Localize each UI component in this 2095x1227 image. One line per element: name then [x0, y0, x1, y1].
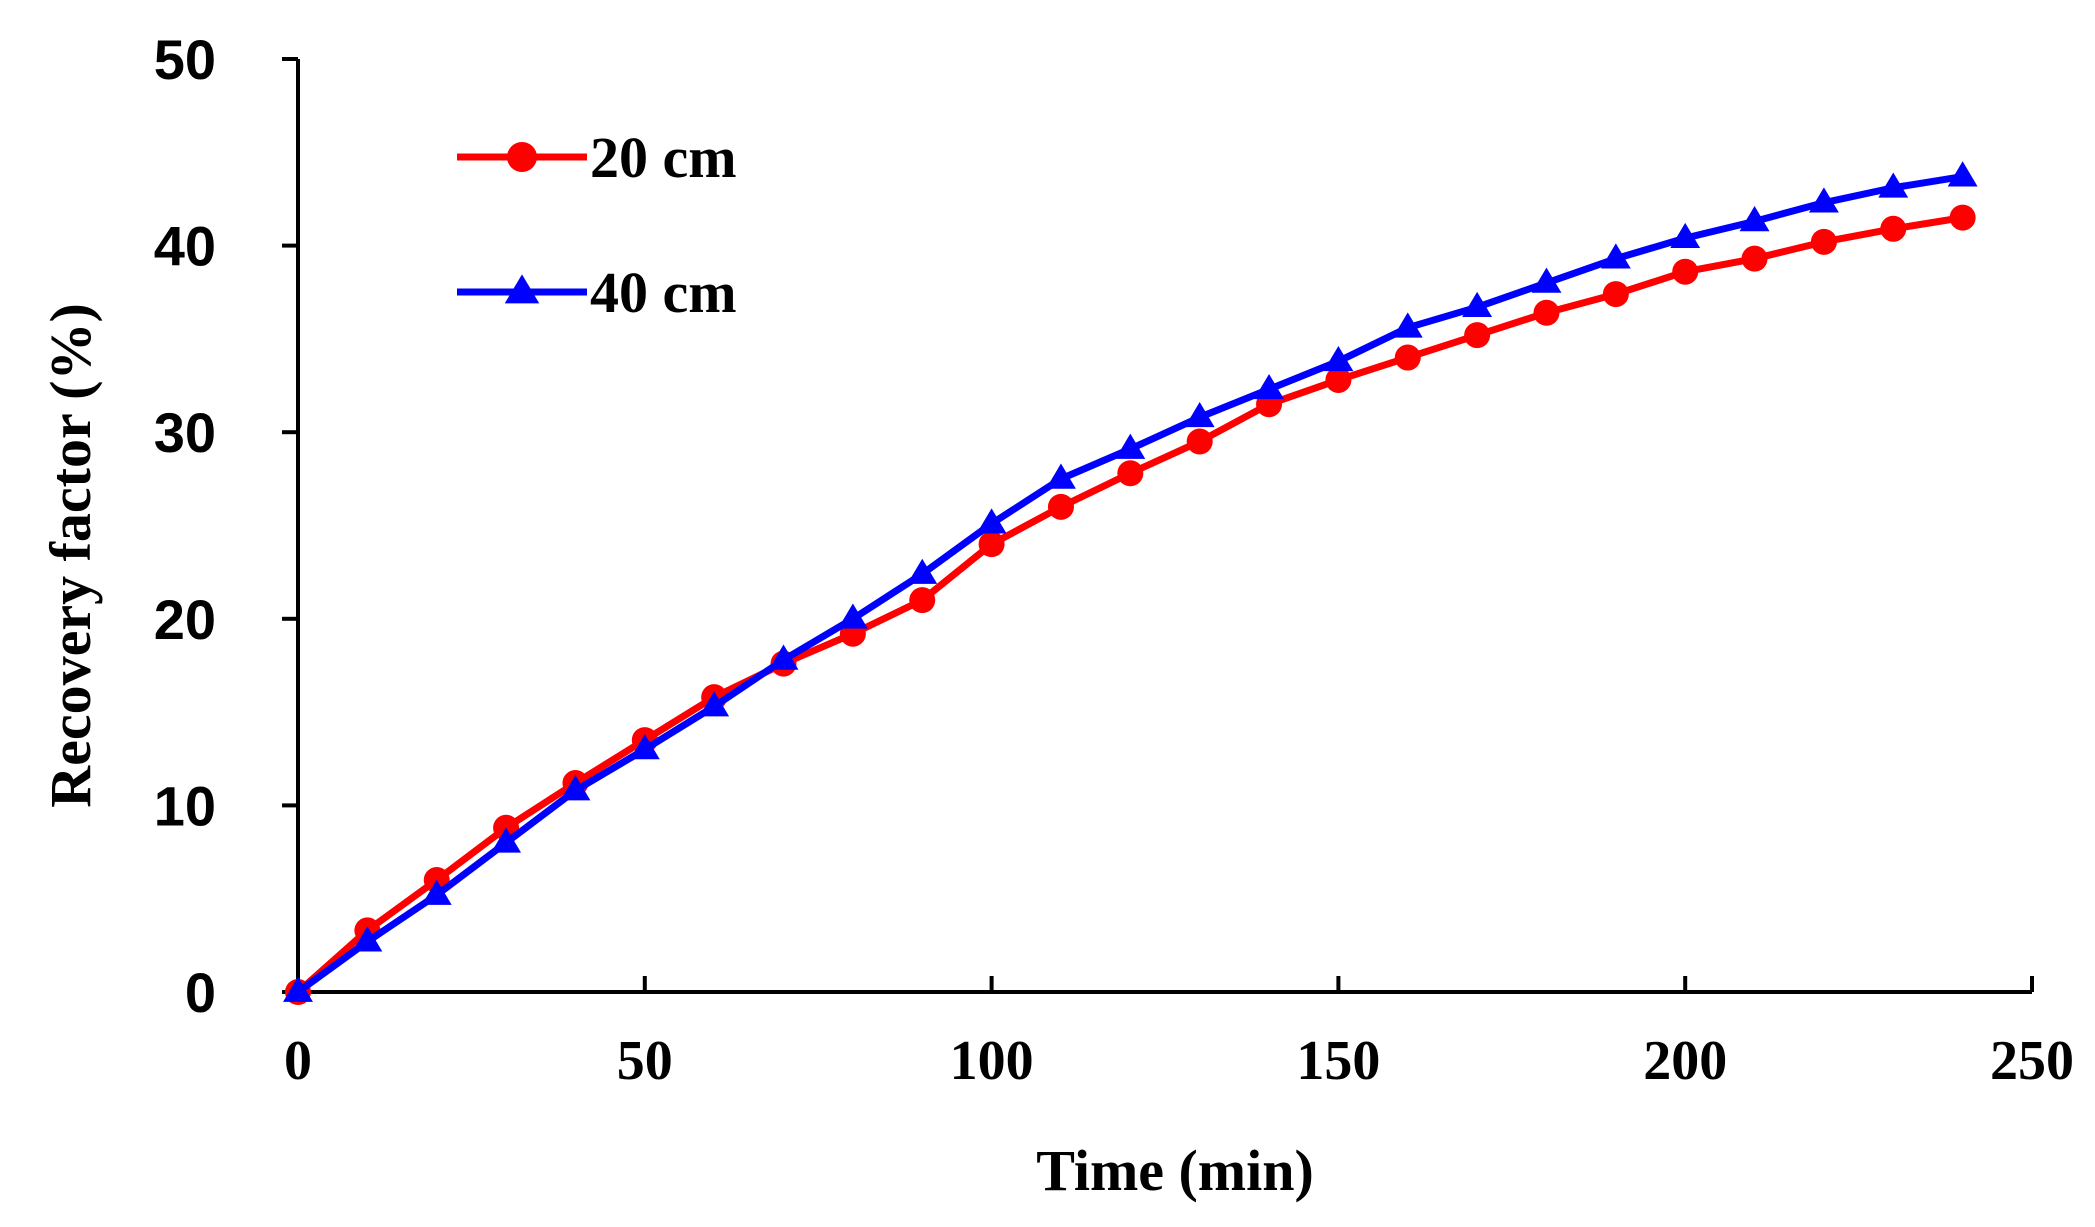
series-20-cm: [285, 204, 1976, 1005]
x-axis-title: Time (min): [1036, 1138, 1314, 1203]
data-point-40-cm: [699, 691, 730, 717]
data-point-20-cm: [978, 531, 1005, 558]
y-tick-label: 40: [154, 215, 216, 278]
data-point-40-cm: [1947, 161, 1978, 187]
y-axis-title: Recovery factor (%): [38, 303, 103, 808]
data-point-40-cm: [1600, 243, 1631, 269]
data-point-20-cm: [1325, 366, 1352, 393]
data-point-40-cm: [1670, 222, 1701, 249]
data-point-40-cm: [1739, 206, 1770, 232]
data-point-40-cm: [1878, 172, 1909, 198]
data-point-40-cm: [491, 827, 522, 853]
data-point-40-cm: [1462, 291, 1493, 318]
axes: 0 10 20 30 40 50 0 50 100 150 200 250: [154, 28, 2074, 1092]
y-axis-ticks: 0 10 20 30 40 50: [154, 28, 298, 1024]
legend-item-40-cm: 40 cm: [457, 260, 737, 325]
x-tick-label: 50: [617, 1030, 673, 1092]
x-tick-label: 100: [950, 1030, 1034, 1092]
y-tick-label: 30: [154, 401, 216, 464]
data-point-40-cm: [421, 879, 452, 905]
legend-item-20-cm: 20 cm: [457, 125, 737, 190]
data-point-40-cm: [1531, 267, 1562, 293]
data-point-20-cm: [1047, 493, 1074, 520]
y-tick-label: 50: [154, 28, 216, 91]
series-line-40-cm: [295, 173, 1964, 995]
data-point-40-cm: [1046, 463, 1076, 489]
data-point-40-cm: [768, 644, 799, 670]
data-point-40-cm: [629, 734, 660, 760]
y-tick-label: 10: [154, 774, 216, 837]
x-axis-ticks: 0 50 100 150 200 250: [284, 976, 2074, 1092]
x-tick-label: 150: [1296, 1030, 1380, 1092]
data-point-20-cm: [909, 587, 936, 614]
data-point-40-cm: [837, 603, 868, 629]
data-point-20-cm: [1880, 215, 1907, 242]
data-point-20-cm: [1464, 322, 1491, 349]
data-point-40-cm: [1808, 187, 1839, 213]
series-layer: [283, 161, 1978, 1005]
data-point-20-cm: [1117, 460, 1144, 487]
legend-marker-20-cm: [507, 142, 537, 172]
data-point-40-cm: [1184, 401, 1215, 428]
data-point-20-cm: [1672, 258, 1699, 285]
data-point-20-cm: [1186, 428, 1213, 455]
data-point-40-cm: [1392, 312, 1423, 338]
legend: 20 cm 40 cm: [457, 125, 737, 325]
data-point-40-cm: [283, 976, 313, 1002]
data-point-40-cm: [1115, 433, 1146, 459]
legend-marker-40-cm: [504, 274, 540, 304]
data-point-20-cm: [1394, 344, 1421, 371]
legend-label-40-cm: 40 cm: [590, 260, 737, 325]
series-40-cm: [283, 161, 1978, 1002]
x-tick-label: 250: [1990, 1030, 2074, 1092]
x-tick-label: 0: [284, 1030, 312, 1092]
data-point-40-cm: [1323, 345, 1354, 372]
data-point-40-cm: [1254, 373, 1284, 400]
series-line-20-cm: [295, 214, 1964, 995]
data-point-20-cm: [1810, 228, 1837, 255]
data-point-20-cm: [1949, 204, 1976, 231]
data-point-20-cm: [1602, 281, 1629, 308]
y-tick-label: 20: [154, 588, 216, 651]
data-point-40-cm: [560, 775, 591, 801]
data-point-40-cm: [352, 926, 383, 952]
x-tick-label: 200: [1643, 1030, 1727, 1092]
data-point-40-cm: [976, 508, 1007, 534]
legend-label-20-cm: 20 cm: [590, 125, 737, 190]
y-tick-label: 0: [185, 961, 216, 1024]
data-point-20-cm: [1533, 299, 1560, 326]
data-point-40-cm: [907, 558, 938, 584]
data-point-20-cm: [1741, 245, 1768, 272]
